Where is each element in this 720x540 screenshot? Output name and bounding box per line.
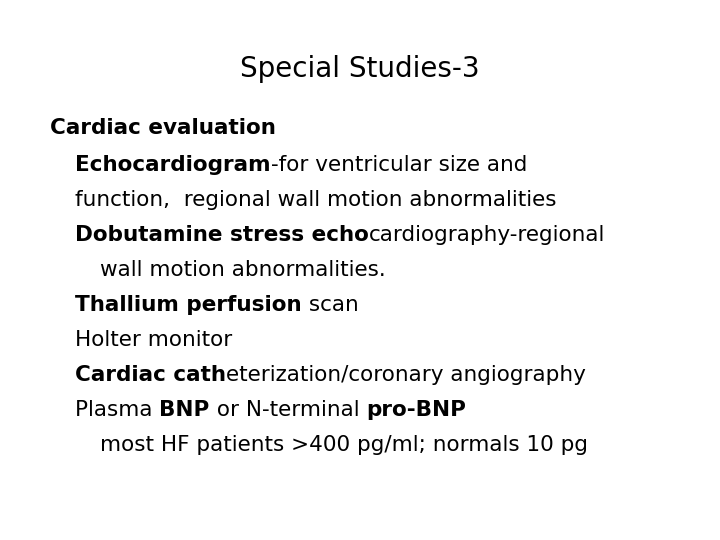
Text: Cardiac evaluation: Cardiac evaluation — [50, 118, 276, 138]
Text: Plasma: Plasma — [75, 400, 159, 420]
Text: eterization/coronary angiography: eterization/coronary angiography — [226, 365, 586, 385]
Text: Dobutamine stress echo: Dobutamine stress echo — [75, 225, 369, 245]
Text: scan: scan — [302, 295, 359, 315]
Text: pro-BNP: pro-BNP — [366, 400, 466, 420]
Text: BNP: BNP — [159, 400, 210, 420]
Text: -for ventricular size and: -for ventricular size and — [271, 155, 527, 175]
Text: cardiography-regional: cardiography-regional — [369, 225, 606, 245]
Text: wall motion abnormalities.: wall motion abnormalities. — [100, 260, 386, 280]
Text: most HF patients >400 pg/ml; normals 10 pg: most HF patients >400 pg/ml; normals 10 … — [100, 435, 588, 455]
Text: Thallium perfusion: Thallium perfusion — [75, 295, 302, 315]
Text: function,  regional wall motion abnormalities: function, regional wall motion abnormali… — [75, 190, 557, 210]
Text: Holter monitor: Holter monitor — [75, 330, 233, 350]
Text: Special Studies-3: Special Studies-3 — [240, 55, 480, 83]
Text: or N-terminal: or N-terminal — [210, 400, 366, 420]
Text: Cardiac cath: Cardiac cath — [75, 365, 226, 385]
Text: Echocardiogram: Echocardiogram — [75, 155, 271, 175]
